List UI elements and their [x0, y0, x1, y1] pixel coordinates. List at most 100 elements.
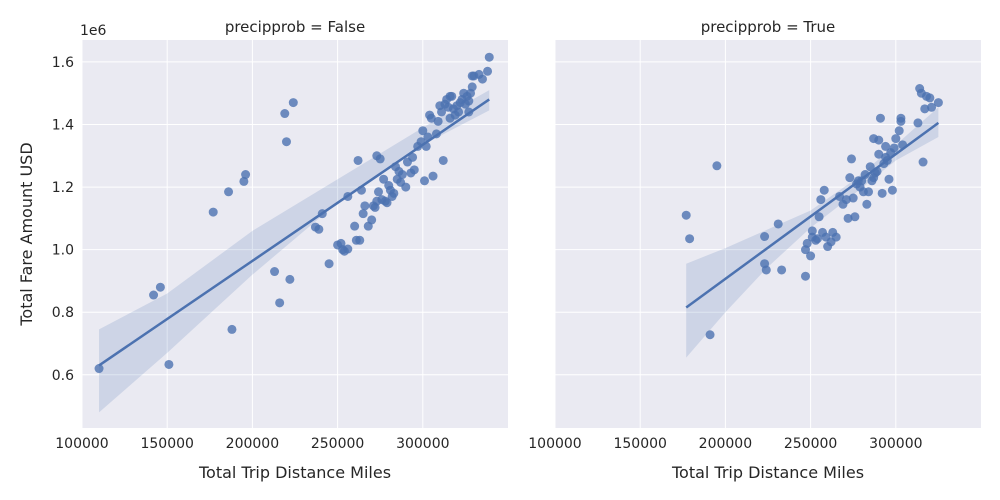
facet-title: precipprob = True [701, 18, 836, 36]
data-point [367, 215, 377, 225]
data-point [685, 234, 695, 244]
data-point [433, 116, 443, 126]
data-point [760, 232, 770, 242]
x-tick-label: 250000 [311, 436, 364, 452]
data-point [712, 161, 722, 171]
data-point [358, 209, 368, 219]
y-offset-label: 1e6 [80, 23, 107, 39]
y-tick-label: 1.0 [52, 243, 74, 259]
data-point [275, 298, 285, 308]
data-point [94, 364, 104, 374]
x-tick-label: 150000 [140, 436, 193, 452]
data-point [408, 152, 418, 162]
data-point [881, 141, 891, 151]
data-point [149, 290, 159, 300]
data-point [889, 143, 899, 153]
data-point [925, 93, 935, 103]
data-point [227, 324, 237, 334]
data-point [382, 198, 392, 208]
data-point [777, 265, 787, 275]
x-tick-label: 100000 [528, 436, 581, 452]
data-point [875, 113, 885, 123]
data-point [164, 359, 174, 369]
data-point [927, 102, 937, 112]
data-point [314, 224, 324, 234]
data-point [324, 259, 334, 269]
data-point [379, 174, 389, 184]
data-point [426, 113, 436, 123]
data-point [270, 267, 280, 277]
data-point [343, 244, 353, 254]
data-point [241, 170, 251, 180]
facet-panel-precipprob-true: 100000 150000 200000 250000 300000 precippro… [528, 18, 981, 482]
x-tick-labels: 100000 150000 200000 250000 300000 [55, 436, 449, 452]
data-point [913, 118, 923, 128]
data-point [705, 330, 715, 340]
data-point [848, 193, 858, 203]
data-point [894, 126, 904, 136]
data-point [819, 185, 829, 195]
data-point [467, 82, 477, 92]
x-tick-labels: 100000 150000 200000 250000 300000 [528, 436, 922, 452]
data-point [802, 238, 812, 248]
data-point [814, 212, 824, 222]
y-tick-label: 1.2 [52, 180, 74, 196]
data-point [920, 104, 930, 114]
y-tick-labels: 0.6 0.8 1.0 1.2 1.4 1.6 [52, 55, 74, 384]
x-tick-label: 200000 [699, 436, 752, 452]
x-tick-label: 300000 [396, 436, 449, 452]
scatter-points [94, 52, 494, 374]
data-point [447, 91, 457, 101]
data-point [155, 282, 165, 292]
data-point [288, 98, 298, 108]
data-point [807, 226, 817, 236]
data-point [846, 154, 856, 164]
data-point [877, 188, 887, 198]
data-point [681, 210, 691, 220]
data-point [285, 274, 295, 284]
y-tick-label: 0.6 [52, 368, 74, 384]
data-point [239, 176, 249, 186]
facet-title: precipprob = False [225, 18, 365, 36]
data-point [933, 98, 943, 108]
data-point [887, 185, 897, 195]
x-tick-label: 300000 [869, 436, 922, 452]
x-tick-label: 200000 [226, 436, 279, 452]
data-point [484, 52, 494, 62]
data-point [850, 212, 860, 222]
data-point [845, 173, 855, 183]
y-tick-label: 1.6 [52, 55, 74, 71]
data-point [891, 134, 901, 144]
data-point [483, 66, 493, 76]
data-point [350, 221, 360, 231]
regression-line [98, 98, 490, 367]
y-axis-label: Total Fare Amount USD [17, 142, 36, 326]
data-point [280, 109, 290, 119]
data-point [864, 187, 874, 197]
grid-lines [554, 40, 981, 428]
data-point [401, 182, 411, 192]
data-point [800, 271, 810, 281]
data-point [806, 251, 816, 261]
data-point [773, 219, 783, 229]
data-point [281, 137, 291, 147]
data-point [418, 126, 428, 136]
data-point [874, 135, 884, 145]
data-point [812, 234, 822, 244]
data-point [896, 113, 906, 123]
data-point [874, 149, 884, 159]
data-point [918, 157, 928, 167]
data-point [831, 232, 841, 242]
x-axis-label: Total Trip Distance Miles [671, 463, 864, 482]
data-point [438, 155, 448, 165]
y-tick-label: 1.4 [52, 117, 74, 133]
data-point [353, 155, 363, 165]
x-axis-label: Total Trip Distance Miles [198, 463, 391, 482]
data-point [420, 176, 430, 186]
data-point [409, 165, 419, 175]
x-tick-label: 150000 [613, 436, 666, 452]
data-point [397, 170, 407, 180]
data-point [389, 188, 399, 198]
data-point [454, 107, 464, 117]
